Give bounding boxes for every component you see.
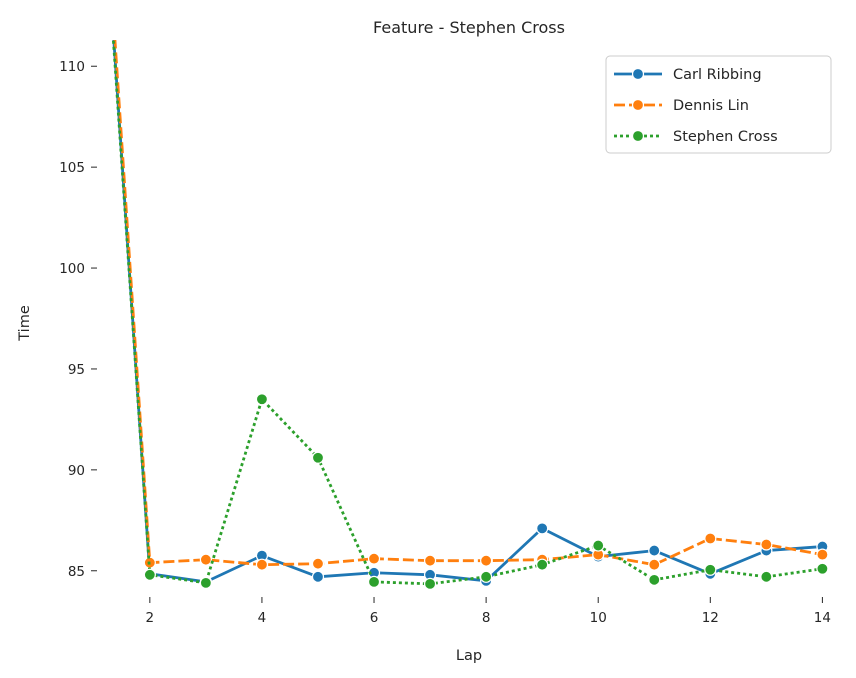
chart-title: Feature - Stephen Cross xyxy=(373,18,565,37)
legend-entry: Dennis Lin xyxy=(614,98,749,114)
series-layer xyxy=(111,40,828,590)
data-point-dennis-lin xyxy=(199,553,212,566)
x-tick-label: 2 xyxy=(146,610,155,626)
data-point-dennis-lin xyxy=(816,548,828,561)
legend-marker xyxy=(631,98,645,112)
series-line-dennis-lin xyxy=(113,40,823,567)
y-axis-label: Time xyxy=(17,305,33,342)
legend-label: Stephen Cross xyxy=(673,129,778,145)
legend-label: Carl Ribbing xyxy=(673,67,762,83)
data-point-carl-ribbing xyxy=(648,544,661,557)
data-point-stephen-cross xyxy=(311,451,325,464)
data-point-stephen-cross xyxy=(760,570,773,583)
data-point-stephen-cross xyxy=(367,575,381,588)
x-tick-label: 12 xyxy=(702,610,719,626)
legend-box xyxy=(605,55,832,154)
legend-entry: Stephen Cross xyxy=(614,129,778,145)
legend: Carl Ribbing Dennis Lin Stephen Cross xyxy=(605,55,832,154)
data-point-dennis-lin xyxy=(311,557,325,570)
data-point-dennis-lin xyxy=(423,554,437,567)
data-point-stephen-cross xyxy=(648,573,661,586)
y-tick-label: 85 xyxy=(68,564,85,580)
data-point-dennis-lin xyxy=(760,538,773,551)
data-point-carl-ribbing xyxy=(311,570,325,583)
data-point-carl-ribbing xyxy=(536,522,549,535)
data-point-dennis-lin xyxy=(480,554,493,567)
x-tick-label: 4 xyxy=(258,610,267,626)
series-dennis-lin xyxy=(113,40,828,571)
x-tick-label: 6 xyxy=(370,610,379,626)
data-point-stephen-cross xyxy=(536,558,549,571)
data-point-stephen-cross xyxy=(199,576,212,589)
series-line-carl-ribbing xyxy=(112,40,823,584)
y-tick-label: 110 xyxy=(59,59,85,75)
y-tick-label: 90 xyxy=(68,463,85,479)
data-point-stephen-cross xyxy=(423,577,437,590)
data-point-dennis-lin xyxy=(255,558,269,571)
data-point-stephen-cross xyxy=(816,562,828,575)
legend-marker xyxy=(631,129,645,143)
data-point-stephen-cross xyxy=(592,539,605,552)
legend-label: Dennis Lin xyxy=(673,98,749,114)
data-point-dennis-lin xyxy=(367,552,381,565)
legend-marker xyxy=(631,67,645,81)
y-tick-label: 105 xyxy=(59,160,85,176)
legend-entry: Carl Ribbing xyxy=(614,67,762,83)
x-axis-label: Lap xyxy=(456,648,482,664)
y-tick-label: 100 xyxy=(59,261,85,277)
data-point-stephen-cross xyxy=(704,563,717,576)
series-stephen-cross xyxy=(111,40,828,590)
data-point-stephen-cross xyxy=(255,393,269,406)
data-point-dennis-lin xyxy=(704,532,717,545)
data-point-dennis-lin xyxy=(648,558,661,571)
y-axis-ticks: 85 90 95 100 105 110 xyxy=(59,59,97,580)
x-tick-label: 14 xyxy=(814,610,831,626)
data-point-stephen-cross xyxy=(480,570,493,583)
y-tick-label: 95 xyxy=(68,362,85,378)
x-tick-label: 10 xyxy=(590,610,607,626)
x-axis-ticks: 2 4 6 8 10 12 14 xyxy=(146,597,831,626)
data-point-stephen-cross xyxy=(143,568,156,581)
x-tick-label: 8 xyxy=(482,610,491,626)
